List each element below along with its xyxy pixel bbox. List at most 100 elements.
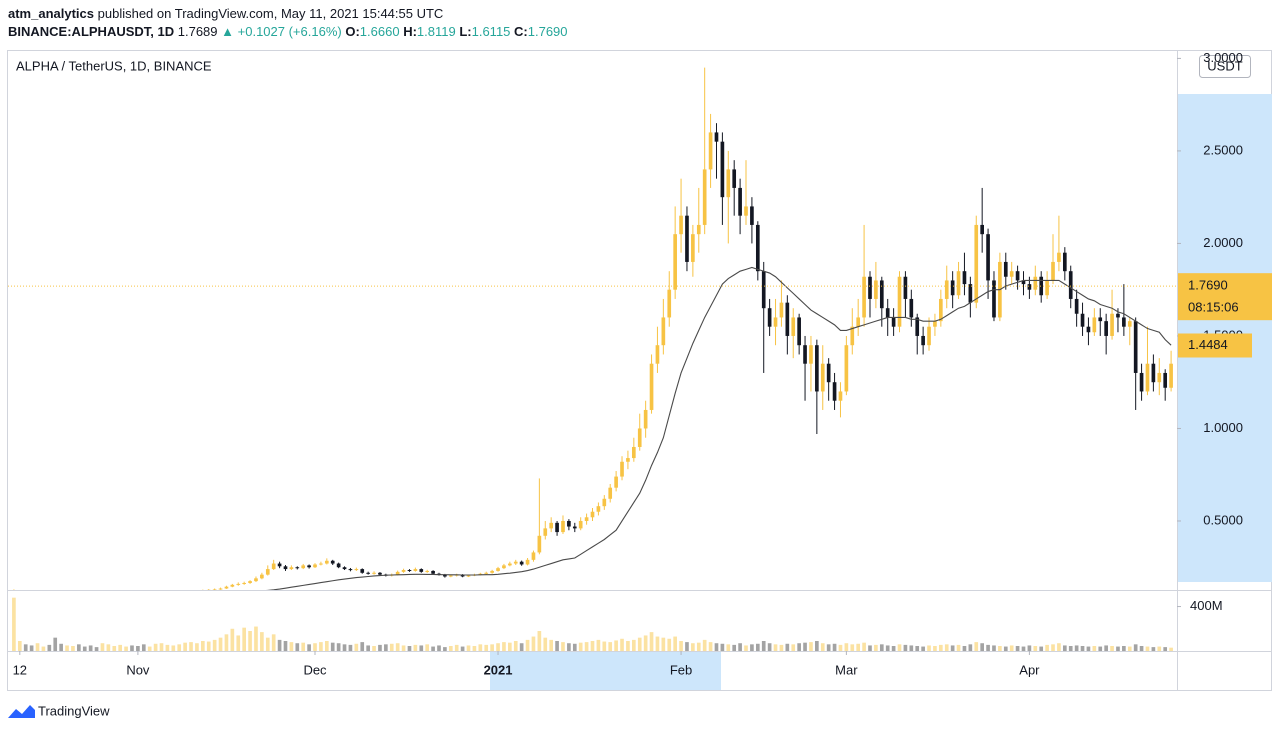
candle-body bbox=[36, 595, 40, 596]
l-label: L: bbox=[459, 24, 472, 39]
volume-bar bbox=[443, 647, 447, 651]
candle-body bbox=[868, 276, 872, 299]
volume-bar bbox=[236, 635, 241, 651]
candle-body bbox=[372, 572, 376, 574]
volume-bar bbox=[212, 639, 217, 651]
volume-bar bbox=[1127, 646, 1132, 651]
volume-bar bbox=[998, 646, 1002, 651]
candle-body bbox=[950, 280, 955, 296]
candle-body bbox=[850, 326, 855, 346]
candle-body bbox=[1057, 252, 1061, 262]
volume-bar bbox=[785, 643, 790, 651]
candle-body bbox=[555, 522, 559, 533]
candle-body bbox=[307, 565, 311, 568]
candle-body bbox=[879, 280, 884, 309]
candle-body bbox=[726, 169, 731, 198]
volume-bar bbox=[561, 642, 565, 651]
volume-bar bbox=[761, 641, 766, 651]
volume-bar bbox=[691, 643, 695, 651]
x-tick-label: 12 bbox=[13, 662, 27, 677]
volume-bar bbox=[277, 639, 282, 651]
volume-bar bbox=[685, 642, 689, 651]
brand: TradingView bbox=[38, 703, 110, 718]
candle-body bbox=[271, 563, 276, 570]
candle-body bbox=[1009, 271, 1014, 277]
volume-bar bbox=[909, 645, 914, 651]
volume-bar bbox=[106, 644, 111, 651]
candle-body bbox=[324, 560, 329, 564]
candle-body bbox=[12, 594, 16, 595]
candle-body bbox=[637, 428, 642, 447]
volume-bar bbox=[130, 645, 134, 651]
candle-body bbox=[903, 276, 908, 299]
candle-body bbox=[596, 506, 601, 512]
volume-bar bbox=[1139, 646, 1144, 651]
candle-body bbox=[1133, 321, 1138, 373]
candle-body bbox=[401, 570, 406, 572]
candle-body bbox=[815, 345, 819, 392]
candle-body bbox=[289, 567, 294, 570]
volume-bar bbox=[826, 644, 831, 651]
candle-body bbox=[696, 224, 701, 235]
volume-bar bbox=[1015, 646, 1020, 651]
candle-body bbox=[773, 317, 778, 327]
volume-bar bbox=[637, 637, 642, 651]
volume-bar bbox=[868, 645, 872, 651]
volume-bar bbox=[620, 638, 624, 651]
volume-bar bbox=[71, 646, 75, 651]
candle-body bbox=[502, 565, 506, 569]
candle-body bbox=[537, 535, 542, 553]
volume-bar bbox=[1080, 646, 1085, 651]
candle-body bbox=[171, 593, 175, 594]
volume-bar bbox=[891, 646, 896, 651]
volume-bar bbox=[29, 645, 34, 651]
candle-body bbox=[101, 596, 105, 597]
volume-bar bbox=[1122, 646, 1126, 651]
candle-body bbox=[154, 594, 158, 595]
candle-body bbox=[679, 215, 683, 235]
volume-bar bbox=[1116, 646, 1120, 651]
candle-body bbox=[785, 302, 790, 336]
candle-body bbox=[260, 574, 264, 579]
candle-body bbox=[702, 169, 707, 225]
volume-bar bbox=[118, 644, 123, 651]
volume-bar bbox=[602, 641, 607, 651]
candle-body bbox=[443, 574, 447, 577]
volume-bar bbox=[478, 644, 483, 651]
candle-body bbox=[649, 363, 654, 410]
volume-bar bbox=[1145, 646, 1150, 651]
candle-body bbox=[248, 581, 252, 583]
candle-body bbox=[77, 595, 81, 596]
candle-body bbox=[708, 132, 713, 170]
volume-bar bbox=[342, 644, 347, 651]
volume-bar bbox=[791, 644, 796, 651]
candle-body bbox=[933, 321, 937, 327]
candle-body bbox=[508, 563, 512, 566]
candle-body bbox=[626, 458, 630, 462]
volume-bar bbox=[986, 644, 990, 651]
volume-bar bbox=[797, 643, 801, 651]
candle-body bbox=[265, 569, 270, 575]
volume-bar bbox=[141, 644, 146, 651]
candle-body bbox=[992, 280, 996, 318]
candle-body bbox=[212, 589, 217, 590]
candle-body bbox=[578, 520, 583, 529]
candle-body bbox=[549, 522, 554, 529]
candle-body bbox=[136, 595, 140, 596]
candle-body bbox=[738, 187, 742, 216]
volume-bar bbox=[360, 642, 365, 651]
volume-bar bbox=[372, 646, 376, 651]
candle-body bbox=[330, 560, 335, 564]
volume-bar bbox=[525, 639, 530, 651]
candle-body bbox=[478, 573, 483, 575]
candle-body bbox=[927, 326, 931, 346]
volume-bar bbox=[437, 645, 441, 651]
candle-body bbox=[631, 446, 636, 459]
volume-bar bbox=[77, 644, 81, 651]
volume-bar bbox=[395, 643, 400, 651]
candle-body bbox=[1045, 280, 1049, 296]
publish-line: atm_analytics published on TradingView.c… bbox=[8, 6, 443, 21]
volume-bar bbox=[679, 641, 683, 651]
countdown: 08:15:06 bbox=[1188, 300, 1239, 315]
y-tick-label: 3.0000 bbox=[1203, 50, 1243, 65]
